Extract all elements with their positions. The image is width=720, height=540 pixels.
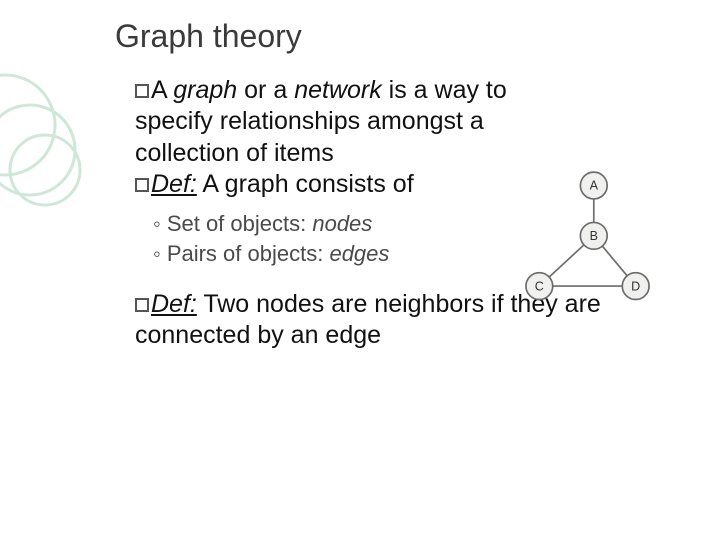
svg-text:D: D (631, 279, 640, 293)
svg-text:A: A (590, 179, 599, 193)
paragraph-1: A graph or a network is a way to specify… (135, 75, 525, 169)
sub1a: Set of objects: (167, 211, 313, 236)
def1-label: Def: (151, 170, 197, 198)
p1-network: network (294, 76, 382, 104)
svg-text:C: C (535, 279, 544, 293)
slide-title: Graph theory (115, 18, 302, 55)
sub2a: Pairs of objects: (167, 241, 330, 266)
ring-bullet-icon: ◦ (153, 241, 161, 266)
svg-text:B: B (590, 229, 598, 243)
p1-mid: or a (237, 76, 294, 104)
bullet-box-icon (135, 298, 149, 312)
sub2b: edges (329, 241, 389, 266)
p1-graph: graph (173, 76, 237, 104)
bullet-box-icon (135, 84, 149, 98)
ring-bullet-icon: ◦ (153, 211, 161, 236)
bullet-box-icon (135, 178, 149, 192)
graph-diagram: A B C D (510, 155, 665, 325)
decorative-circles (0, 70, 100, 220)
def1-text: A graph consists of (197, 170, 414, 198)
def2-label: Def: (151, 290, 197, 318)
def-1: Def: A graph consists of (135, 169, 525, 200)
sub1b: nodes (312, 211, 372, 236)
p1-prefix: A (151, 76, 173, 104)
